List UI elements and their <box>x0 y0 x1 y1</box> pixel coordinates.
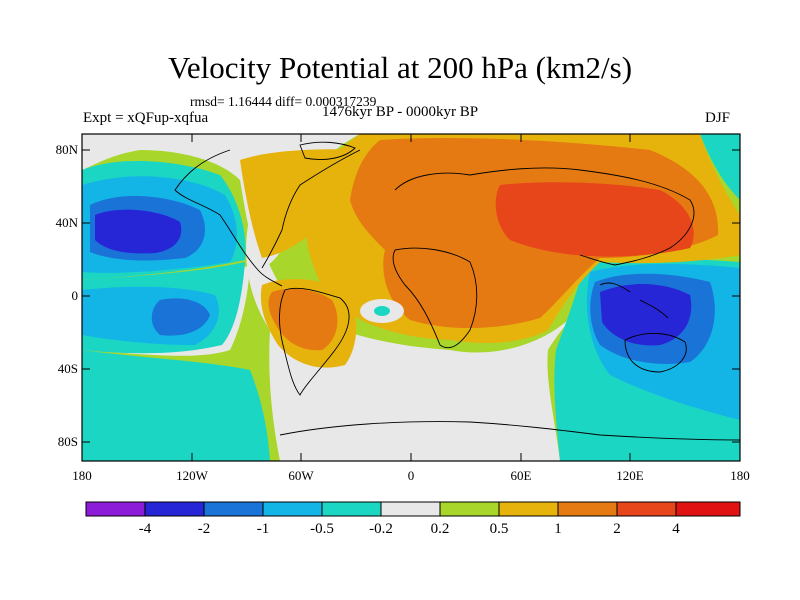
lon-label-120w: 120W <box>176 468 208 483</box>
experiment-label: Expt = xQFup-xqfua <box>83 110 209 126</box>
lat-label-40n: 40N <box>55 215 78 230</box>
colorbar <box>85 501 741 517</box>
colorbar-box-0 <box>86 502 145 516</box>
coast-antarctica <box>279 421 740 441</box>
lon-label-60e: 60E <box>510 468 532 483</box>
colorbar-box-10 <box>676 502 740 516</box>
colorbar-label-4: -0.2 <box>369 521 393 537</box>
lat-label-80n: 80N <box>55 142 78 157</box>
colorbar-label-2: -1 <box>256 521 270 537</box>
field-neg2-south-pacific <box>151 298 210 336</box>
colorbar-label-7: 1 <box>554 521 562 537</box>
lon-label-60w: 60W <box>288 468 314 483</box>
field-neg4-north-pacific <box>95 209 182 254</box>
colorbar-box-7 <box>499 502 558 516</box>
stats-label: rmsd= 1.16444 diff= 0.000317239 <box>190 94 377 109</box>
lat-label-80s: 80S <box>57 434 78 449</box>
colorbar-label-6: 0.5 <box>489 521 509 537</box>
colorbar-box-5 <box>381 502 440 516</box>
field-pos2-asia <box>495 182 694 257</box>
colorbar-label-0: -4 <box>138 521 152 537</box>
coast-africa <box>392 247 478 349</box>
colorbar-label-8: 2 <box>613 521 621 537</box>
field-neg05-arctic-east <box>700 134 740 200</box>
lon-label-0: 0 <box>407 468 415 483</box>
lon-label-120e: 120E <box>616 468 644 483</box>
plot-title: Velocity Potential at 200 hPa (km2/s) <box>167 50 633 85</box>
coast-indonesia <box>599 282 669 319</box>
colorbar-box-2 <box>204 502 263 516</box>
field-neutral-band-south <box>246 215 585 461</box>
colorbar-label-1: -2 <box>197 521 211 537</box>
colorbar-box-6 <box>440 502 499 516</box>
colorbar-label-9: 4 <box>672 521 680 537</box>
field-neg05-southern-ocean <box>82 350 270 461</box>
lon-label-180w: 180 <box>72 468 92 483</box>
colorbar-label-3: -0.5 <box>310 521 334 537</box>
field-neg05-atlantic-core <box>374 306 390 316</box>
velocity-potential-field <box>82 134 740 461</box>
coast-north-america-west <box>174 149 283 287</box>
colorbar-label-5: 0.2 <box>430 521 450 537</box>
colorbar-box-1 <box>145 502 204 516</box>
field-pos1-africa <box>390 243 580 322</box>
colorbar-box-9 <box>617 502 676 516</box>
coastlines <box>174 141 740 441</box>
coast-south-america <box>279 287 350 396</box>
colorbar-box-8 <box>558 502 617 516</box>
colorbar-box-3 <box>263 502 322 516</box>
lat-label-0: 0 <box>71 288 79 303</box>
lat-ticks <box>82 149 740 443</box>
lon-ticks <box>81 134 741 461</box>
field-neg4-indonesia <box>600 284 692 346</box>
colorbar-box-4 <box>322 502 381 516</box>
coast-north-america-east <box>261 149 361 269</box>
field-pos05-north-america <box>240 149 360 258</box>
coast-eurasia <box>394 167 695 266</box>
lon-label-180e: 180 <box>730 468 750 483</box>
colorbar-frame <box>85 501 741 517</box>
field-pos1-south-america <box>268 288 338 351</box>
lat-label-40s: 40S <box>57 361 78 376</box>
coast-australia <box>624 332 687 373</box>
period-label: 1476kyr BP - 0000kyr BP <box>322 104 479 120</box>
coast-greenland <box>299 141 356 160</box>
season-label: DJF <box>705 110 731 126</box>
